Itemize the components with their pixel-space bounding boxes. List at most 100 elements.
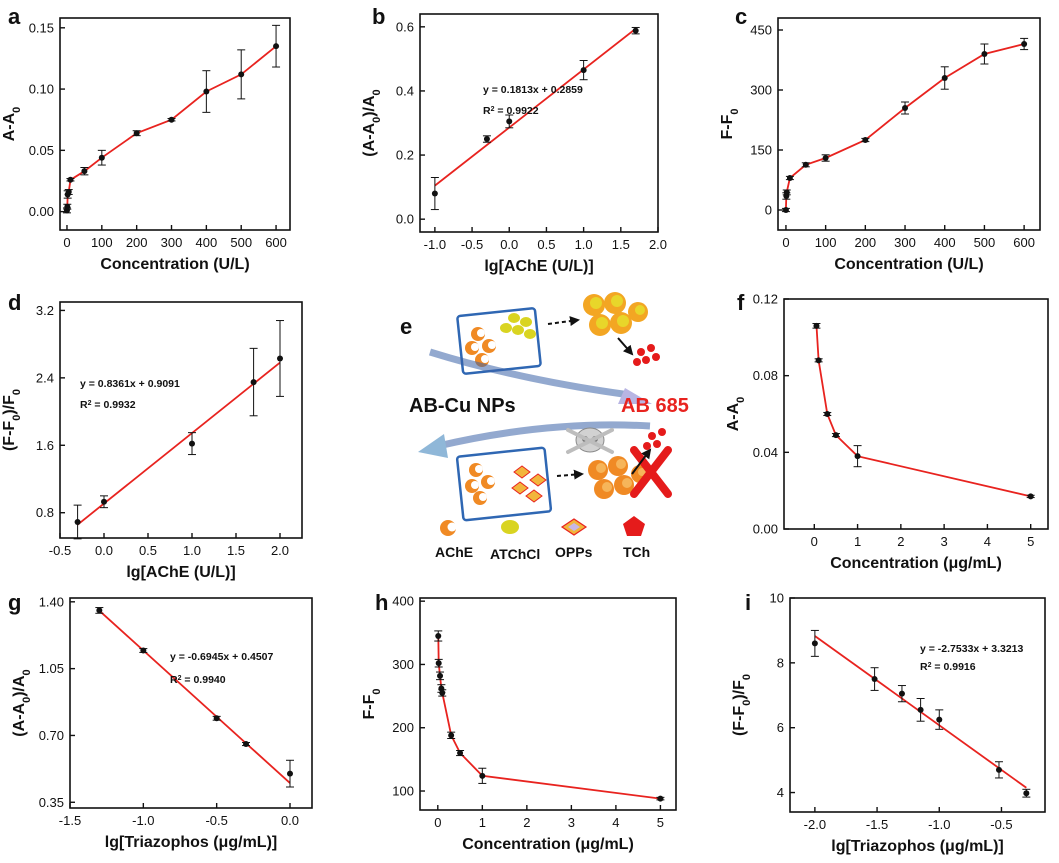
- fit-line-b: [434, 28, 637, 187]
- data-point-c: [822, 155, 829, 161]
- x-tick-label-i: -1.0: [928, 817, 950, 832]
- data-point-i: [871, 676, 878, 683]
- x-tick-label-b: 0.0: [500, 237, 518, 252]
- y-axis-title-i: (F-F0)/F0: [731, 674, 753, 736]
- plot-frame-g: [69, 597, 313, 809]
- x-tick-label-d: 1.0: [183, 543, 201, 558]
- x-tick-label-c: 600: [1013, 235, 1035, 250]
- tch-product-top: [633, 344, 660, 366]
- data-point-c: [783, 189, 790, 196]
- data-point-f: [824, 411, 831, 417]
- x-tick-label-f: 0: [811, 534, 818, 549]
- arrow-to-tch-bottom: [631, 448, 652, 475]
- panel-e-schematic: e: [400, 292, 689, 562]
- data-point-a: [98, 154, 105, 161]
- panel-label-h: h: [375, 590, 388, 615]
- y-tick-label-h: 400: [392, 594, 414, 609]
- data-point-i: [917, 706, 924, 713]
- data-point-c: [902, 105, 909, 111]
- x-tick-label-d: -0.5: [49, 543, 71, 558]
- y-tick-label-g: 0.35: [39, 795, 64, 810]
- x-tick-label-b: 1.5: [612, 237, 630, 252]
- data-point-a: [238, 71, 245, 78]
- opps-inhibitor-bottom: [511, 465, 547, 503]
- bottom-reaction-box: [455, 446, 553, 522]
- x-axis-title-i: lg[Triazophos (μg/mL)]: [831, 838, 1003, 855]
- plot-frame-d: [59, 301, 303, 539]
- data-point-g: [287, 770, 293, 777]
- y-tick-label-g: 0.70: [39, 728, 64, 743]
- data-point-d: [189, 440, 195, 447]
- y-tick-label-f: 0.12: [753, 292, 778, 307]
- x-tick-label-a: 300: [161, 235, 183, 250]
- data-point-h: [435, 632, 442, 639]
- data-point-h: [439, 689, 446, 696]
- panel-label-b: b: [372, 4, 385, 29]
- x-tick-label-d: 0.5: [139, 543, 157, 558]
- x-tick-label-h: 1: [479, 815, 486, 830]
- x-tick-label-f: 3: [941, 534, 948, 549]
- y-tick-label-b: 0.2: [396, 148, 414, 163]
- arrow-to-tch-top: [617, 337, 634, 356]
- plot-frame-c: [777, 17, 1041, 231]
- data-point-a: [65, 189, 72, 196]
- x-tick-label-c: 300: [894, 235, 916, 250]
- y-axis-title-a: A-A0: [1, 107, 23, 142]
- data-point-a: [133, 130, 140, 137]
- fit-r2-g: R2 = 0.9940: [170, 674, 226, 686]
- x-tick-label-a: 400: [196, 235, 218, 250]
- data-point-f: [1027, 493, 1034, 500]
- panel-label-i: i: [745, 590, 751, 615]
- data-point-a: [203, 88, 210, 95]
- x-tick-label-h: 0: [434, 815, 441, 830]
- data-point-h: [657, 795, 664, 802]
- y-tick-label-i: 6: [777, 720, 784, 735]
- data-point-g: [140, 647, 147, 654]
- y-tick-label-f: 0.00: [753, 522, 778, 537]
- x-tick-label-a: 100: [91, 235, 113, 250]
- panel-label-e: e: [400, 314, 412, 339]
- nanoparticles-top: [583, 292, 648, 336]
- y-tick-label-b: 0.6: [396, 19, 414, 34]
- ab-cu-nps-label: AB-Cu NPs: [409, 395, 516, 417]
- x-tick-label-b: 2.0: [649, 237, 667, 252]
- y-tick-label-g: 1.05: [39, 661, 64, 676]
- y-tick-label-d: 2.4: [36, 370, 54, 385]
- y-axis-title-c: F-F0: [719, 108, 741, 139]
- curved-arrow-top-head: [618, 388, 652, 404]
- x-tick-label-d: 2.0: [271, 543, 289, 558]
- legend-ache-icon: [440, 520, 457, 536]
- y-axis-title-f: A-A0: [725, 397, 747, 432]
- y-tick-label-i: 10: [770, 591, 784, 606]
- data-point-c: [1021, 41, 1028, 47]
- data-point-f: [832, 432, 839, 439]
- panel-label-a: a: [8, 4, 21, 29]
- data-point-a: [64, 203, 71, 210]
- x-tick-label-c: 0: [782, 235, 789, 250]
- legend-atchcl-icon: [501, 520, 519, 534]
- y-tick-label-b: 0.4: [396, 83, 414, 98]
- legend-atchcl-label: ATChCl: [490, 546, 540, 562]
- data-point-b: [506, 118, 513, 125]
- data-point-h: [448, 732, 455, 739]
- data-point-a: [81, 168, 88, 175]
- x-tick-label-b: 0.5: [537, 237, 555, 252]
- data-point-h: [457, 750, 464, 757]
- data-point-i: [936, 716, 943, 723]
- data-point-f: [813, 322, 820, 329]
- y-tick-label-i: 4: [777, 785, 784, 800]
- x-tick-label-g: -1.0: [132, 813, 154, 828]
- y-tick-label-g: 1.40: [39, 594, 64, 609]
- x-tick-label-f: 2: [897, 534, 904, 549]
- fit-equation-b: y = 0.1813x + 0.2859: [483, 84, 583, 96]
- fit-r2-i: R2 = 0.9916: [920, 661, 976, 673]
- y-tick-label-a: 0.10: [29, 82, 54, 97]
- x-tick-label-f: 5: [1027, 534, 1034, 549]
- fit-equation-g: y = -0.6945x + 0.4507: [170, 651, 273, 663]
- legend-opps-icon: [560, 518, 588, 536]
- data-point-h: [435, 660, 442, 667]
- x-tick-label-g: -1.5: [59, 813, 81, 828]
- panel-c-chart: c 0 100 200 300 400 500 600 0 150 300 450 Concentrat…: [719, 4, 1041, 273]
- data-point-d: [74, 518, 81, 525]
- x-tick-label-g: 0.0: [281, 813, 299, 828]
